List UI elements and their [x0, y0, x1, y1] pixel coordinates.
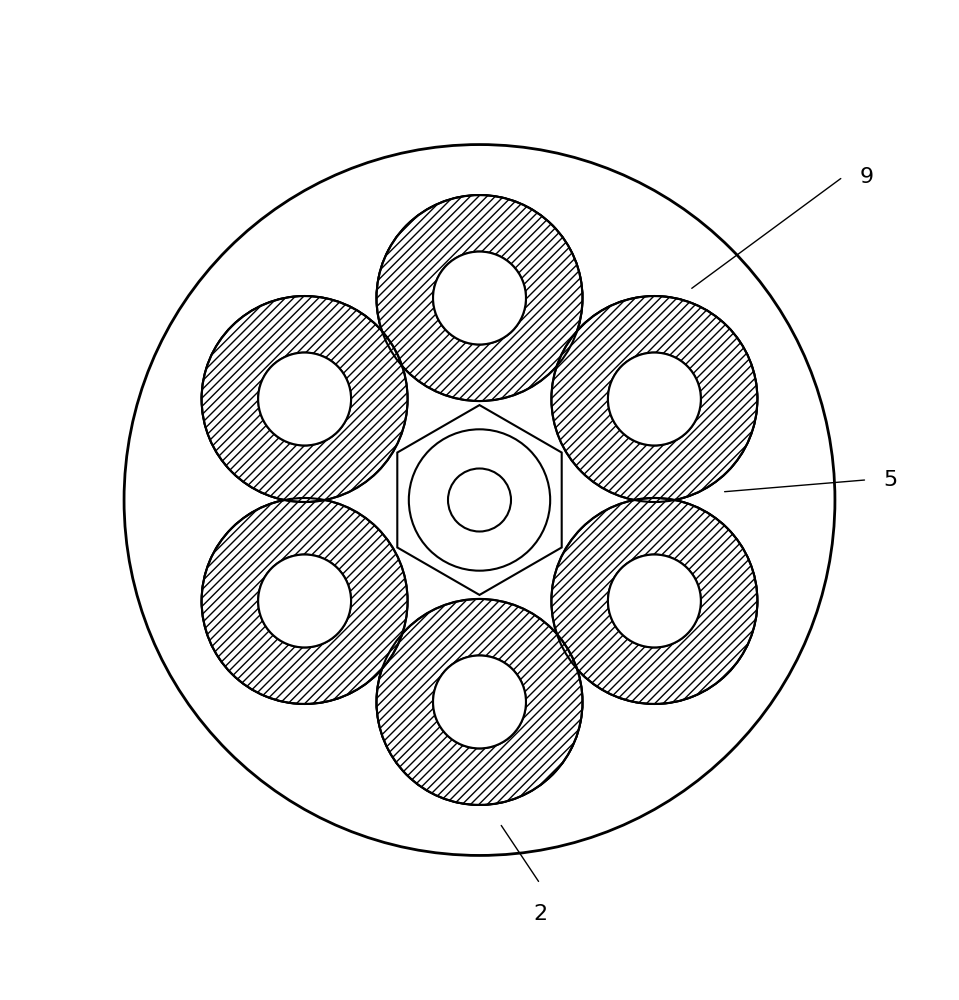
Text: 9: 9 — [859, 167, 874, 187]
Circle shape — [433, 252, 526, 344]
Circle shape — [258, 555, 351, 647]
Circle shape — [201, 498, 408, 704]
Circle shape — [409, 429, 550, 571]
Circle shape — [448, 468, 511, 532]
Circle shape — [377, 195, 582, 401]
Text: 5: 5 — [883, 470, 898, 490]
Circle shape — [377, 599, 582, 805]
Circle shape — [433, 252, 526, 344]
Circle shape — [551, 296, 758, 502]
Circle shape — [377, 195, 582, 401]
Circle shape — [608, 353, 701, 445]
Circle shape — [258, 353, 351, 445]
Circle shape — [258, 353, 351, 445]
Circle shape — [409, 429, 550, 571]
Circle shape — [258, 555, 351, 647]
Text: 2: 2 — [533, 904, 548, 924]
Circle shape — [433, 656, 526, 748]
Circle shape — [124, 145, 835, 855]
Circle shape — [551, 498, 758, 704]
Circle shape — [201, 296, 408, 502]
Circle shape — [608, 353, 701, 445]
Circle shape — [377, 599, 582, 805]
Polygon shape — [201, 195, 758, 805]
Polygon shape — [397, 405, 562, 595]
Circle shape — [551, 296, 758, 502]
Circle shape — [433, 656, 526, 748]
Circle shape — [608, 555, 701, 647]
Circle shape — [201, 498, 408, 704]
Circle shape — [124, 145, 835, 855]
Circle shape — [608, 555, 701, 647]
Circle shape — [551, 498, 758, 704]
Circle shape — [201, 296, 408, 502]
